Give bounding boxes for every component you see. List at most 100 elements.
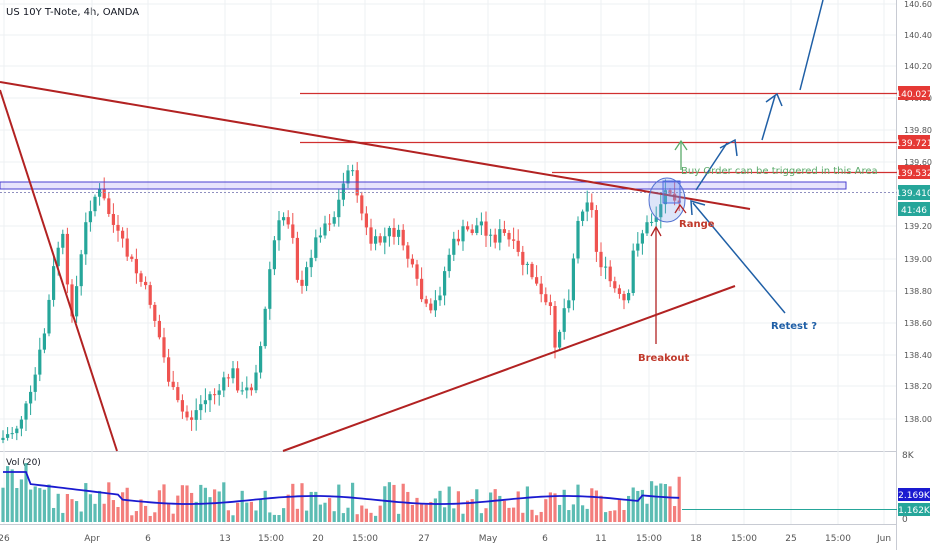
volume-bar	[203, 487, 207, 522]
candle-body	[148, 285, 152, 305]
volume-bar	[1, 487, 5, 522]
candle-body	[226, 377, 230, 379]
volume-bar	[323, 502, 327, 522]
candle-body	[56, 247, 60, 267]
volume-bar	[640, 489, 644, 522]
volume-bar	[484, 508, 488, 522]
candle-body	[608, 266, 612, 282]
candle-body	[300, 279, 304, 286]
candle-body	[130, 256, 134, 259]
candle-body	[19, 419, 23, 429]
range-rect[interactable]	[662, 180, 681, 204]
time-axis[interactable]: 26 Apr 6 13 15:00 20 15:00 27 May 6 11 15:00 18 15:00…	[0, 534, 891, 544]
volume-bar	[217, 491, 221, 522]
candle-body	[240, 390, 244, 392]
time-tick: 18	[690, 534, 702, 544]
badge-level-1-bg	[898, 86, 930, 100]
volume-bar	[231, 515, 235, 522]
badge-vol-ma: 2.169K	[898, 491, 931, 501]
badge-level-2-bg	[898, 135, 930, 149]
candle-series	[1, 162, 681, 444]
volume-bar	[374, 515, 378, 522]
candle-body	[167, 357, 171, 382]
volume-bar	[208, 497, 212, 522]
volume-bar	[438, 490, 442, 522]
volume-bar	[525, 486, 529, 522]
candle-body	[332, 217, 336, 224]
candle-body	[677, 200, 681, 203]
volume-bar	[456, 491, 460, 522]
volume-bar	[226, 510, 230, 522]
volume-bar	[79, 511, 83, 522]
buy-zone-rect[interactable]	[0, 181, 847, 190]
projection-arrows[interactable]	[690, 0, 824, 314]
breakout-ellipse[interactable]	[648, 177, 686, 223]
volume-bar	[341, 513, 345, 522]
volume-bar	[355, 514, 359, 522]
candle-body	[268, 269, 272, 309]
volume-bar	[443, 507, 447, 522]
candle-body	[29, 391, 33, 404]
volume-bar	[650, 481, 654, 522]
badge-vol-last: 1.162K	[898, 506, 931, 516]
volume-bar	[42, 489, 46, 522]
candle-body	[466, 226, 470, 230]
candle-body	[640, 233, 644, 244]
descending-trendline[interactable]	[0, 81, 751, 210]
volume-bar	[553, 493, 557, 522]
candle-body	[567, 300, 571, 309]
candle-body	[429, 303, 433, 311]
candle-body	[613, 281, 617, 289]
badge-countdown: 41:46	[901, 206, 927, 216]
candle-body	[590, 202, 594, 211]
volume-bar	[277, 515, 281, 522]
volume-bar	[562, 489, 566, 522]
volume-bar	[332, 511, 336, 522]
candle-body	[415, 264, 419, 279]
candle-body	[530, 263, 534, 278]
candle-body	[162, 337, 166, 358]
candle-body	[576, 220, 580, 259]
volume-bar	[268, 512, 272, 522]
badge-level-3: 139.532	[895, 169, 932, 179]
volume-bar	[305, 510, 309, 522]
volume-bar	[328, 498, 332, 522]
volume-bar	[489, 492, 493, 522]
candle-body	[75, 286, 79, 317]
time-tick: Apr	[84, 534, 100, 544]
volume-bar	[88, 494, 92, 522]
candle-body	[61, 233, 65, 248]
candle-body	[392, 227, 396, 237]
volume-bar	[369, 512, 373, 522]
time-tick: 13	[219, 534, 230, 544]
candle-body	[93, 196, 97, 212]
candle-body	[291, 224, 295, 238]
ascending-trendline[interactable]	[282, 285, 736, 452]
candle-body	[401, 229, 405, 246]
time-tick: 6	[145, 534, 151, 544]
price-badges: 140.027 139.721 139.532 139.410 41:46	[895, 86, 932, 216]
candle-body	[10, 433, 14, 435]
candle-body	[456, 238, 460, 242]
candle-body	[479, 221, 483, 226]
time-tick: 15:00	[258, 534, 284, 544]
volume-bar	[571, 504, 575, 522]
time-tick: Jun	[876, 534, 891, 544]
volume-bar	[213, 489, 217, 522]
steep-trendline[interactable]	[0, 89, 118, 452]
candle-body	[213, 394, 217, 396]
volume-bar	[38, 488, 42, 522]
volume-bar	[240, 490, 244, 522]
volume-bar	[24, 463, 28, 522]
candle-body	[622, 293, 626, 301]
candle-body	[272, 240, 276, 270]
retest-label: Retest ?	[771, 321, 817, 332]
volume-bar	[433, 498, 437, 522]
volume-bar	[102, 503, 106, 522]
volume-bar	[539, 511, 543, 522]
volume-bar	[479, 513, 483, 522]
volume-bar	[470, 499, 474, 522]
volume-bar	[65, 494, 69, 522]
time-tick: 11	[595, 534, 606, 544]
